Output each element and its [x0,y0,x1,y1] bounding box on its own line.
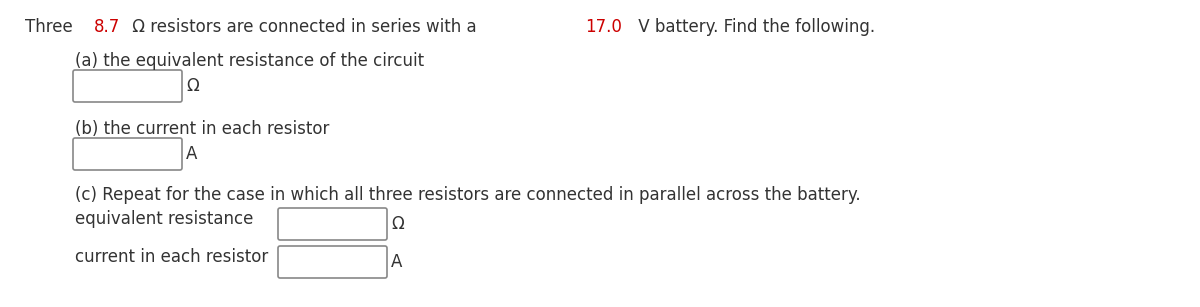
Text: current in each resistor: current in each resistor [74,248,269,266]
FancyBboxPatch shape [73,70,182,102]
FancyBboxPatch shape [278,208,386,240]
Text: A: A [186,145,197,163]
Text: (c) Repeat for the case in which all three resistors are connected in parallel a: (c) Repeat for the case in which all thr… [74,186,860,204]
FancyBboxPatch shape [73,138,182,170]
Text: 8.7: 8.7 [94,18,120,36]
Text: (b) the current in each resistor: (b) the current in each resistor [74,120,329,138]
Text: Ω resistors are connected in series with a: Ω resistors are connected in series with… [127,18,482,36]
Text: 17.0: 17.0 [586,18,622,36]
FancyBboxPatch shape [278,246,386,278]
Text: A: A [391,253,402,271]
Text: V battery. Find the following.: V battery. Find the following. [632,18,875,36]
Text: equivalent resistance: equivalent resistance [74,210,253,228]
Text: Three: Three [25,18,78,36]
Text: (a) the equivalent resistance of the circuit: (a) the equivalent resistance of the cir… [74,52,424,70]
Text: Ω: Ω [391,215,403,233]
Text: Ω: Ω [186,77,199,95]
